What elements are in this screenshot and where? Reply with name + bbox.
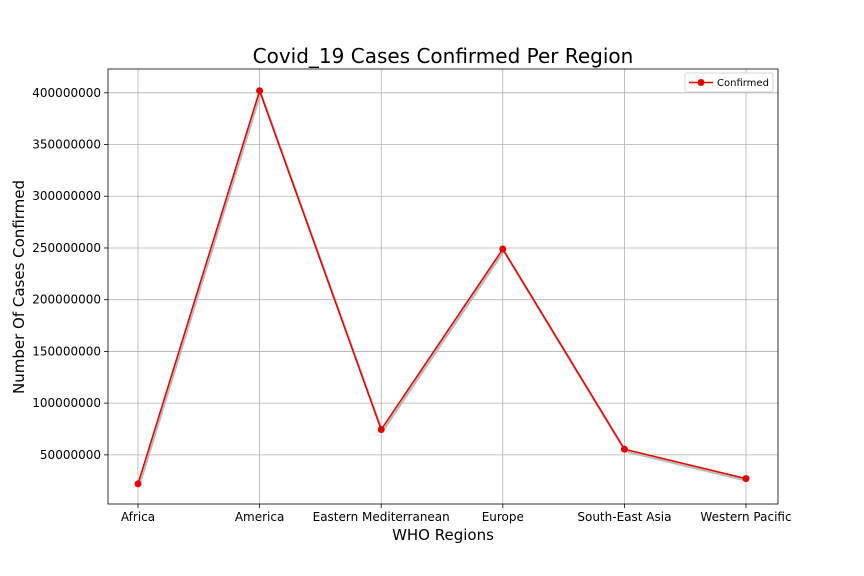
x-tick-label: Africa [121,510,155,524]
series-layer [134,87,750,488]
data-point [377,426,385,434]
y-tick-label: 250000000 [32,241,101,255]
x-axis: Africa America Eastern Mediterranean Europe… [121,504,792,524]
data-point [742,475,750,483]
y-tick-label: 50000000 [40,448,101,462]
legend: Confirmed [684,72,774,93]
series-shadow-line [137,91,748,487]
data-point [499,245,507,253]
x-tick-label: Eastern Mediterranean [313,510,450,524]
series-line-confirmed [137,89,747,485]
y-tick-label: 100000000 [32,396,101,410]
data-point [256,87,264,95]
data-point [134,480,142,488]
data-point [620,445,628,453]
grid [108,69,778,504]
y-tick-label: 400000000 [32,86,101,100]
x-axis-title: WHO Regions [392,526,494,544]
x-tick-label: South-East Asia [577,510,671,524]
y-tick-label: 350000000 [32,138,101,152]
x-tick-label: Europe [482,510,524,524]
plot-frame [107,68,779,505]
y-tick-label: 150000000 [32,344,101,358]
y-axis: 50000000 100000000 150000000 200000000 25000… [32,86,108,462]
legend-marker-confirmed [697,79,705,86]
legend-label-confirmed: Confirmed [717,78,769,89]
chart-title: Covid_19 Cases Confirmed Per Region [253,44,634,68]
x-tick-label: Western Pacific [700,510,791,524]
legend-box [684,72,774,93]
y-axis-title: Number Of Cases Confirmed [10,180,28,394]
y-tick-label: 300000000 [32,189,101,203]
x-tick-label: America [235,510,285,524]
y-tick-label: 200000000 [32,293,101,307]
